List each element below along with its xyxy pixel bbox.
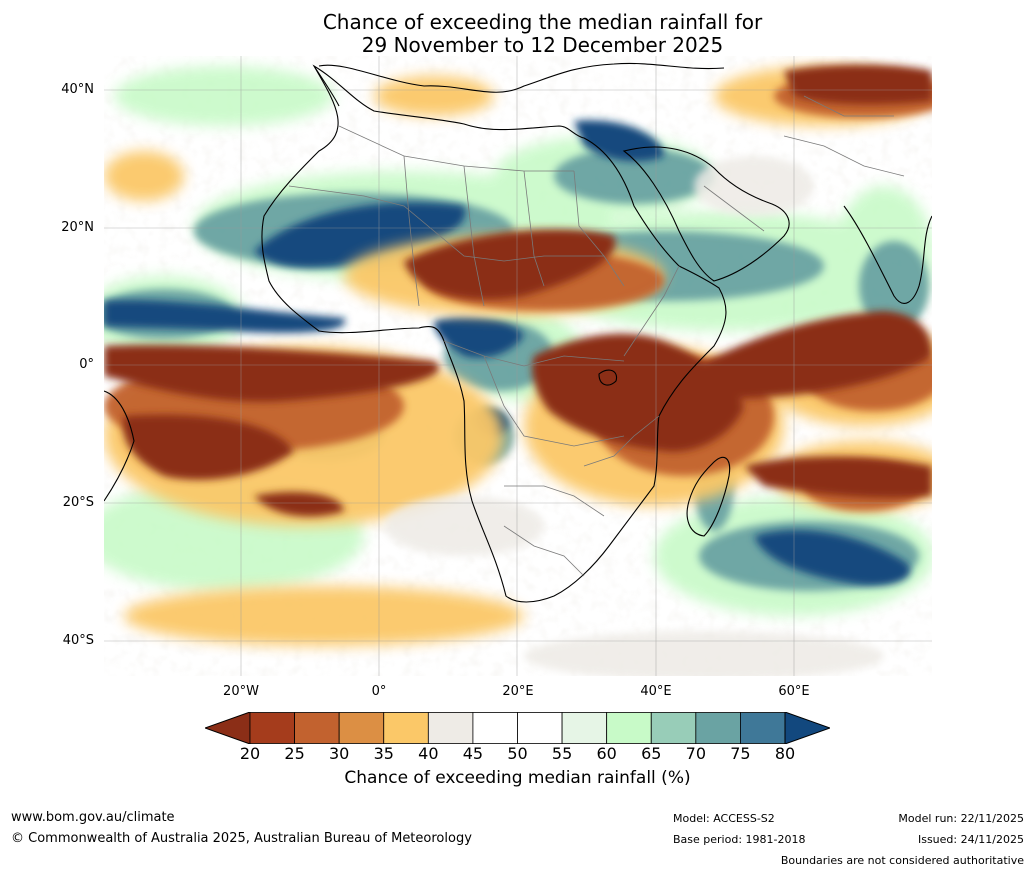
latitude-label-20n: 20°N [61, 220, 94, 235]
boundaries-disclaimer: Boundaries are not considered authoritat… [780, 854, 1024, 867]
colorbar-segment [561, 712, 608, 744]
colorbar-tick-label: 50 [507, 744, 528, 763]
colorbar-segment [294, 712, 340, 744]
colorbar-tick-label: 20 [239, 744, 261, 763]
colorbar-segment [427, 712, 474, 744]
copyright-notice: © Commonwealth of Australia 2025, Austra… [11, 831, 472, 846]
colorbar-tick-label: 30 [328, 744, 350, 763]
map-title-line-2: 29 November to 12 December 2025 [361, 33, 724, 57]
model-run-date: Model run: 22/11/2025 [898, 812, 1024, 825]
latitude-label-0: 0° [79, 357, 94, 372]
colorbar-graphic [203, 711, 832, 745]
model-name: Model: ACCESS-S2 [673, 812, 775, 825]
colorbar-tick-label: 25 [284, 744, 305, 763]
longitude-label-0: 0° [371, 684, 387, 699]
latitude-label-40s: 40°S [62, 633, 94, 648]
issued-date: Issued: 24/11/2025 [917, 833, 1024, 846]
longitude-label-60e: 60°E [778, 684, 810, 699]
country-borders [288, 95, 905, 577]
base-period: Base period: 1981-2018 [673, 833, 806, 846]
map-canvas [104, 56, 932, 676]
colorbar-segment [606, 712, 652, 744]
rainfall-fields [104, 64, 932, 676]
coastlines [104, 62, 932, 603]
colorbar-tick-label: 75 [730, 744, 751, 763]
map-title-line-1: Chance of exceeding the median rainfall … [322, 10, 763, 34]
colorbar-segment [249, 712, 295, 744]
latitude-label-40n: 40°N [61, 82, 94, 97]
colorbar-segment [383, 712, 429, 744]
colorbar-arrow-high [784, 711, 832, 745]
colorbar-arrow-low [203, 711, 251, 745]
colorbar-label: Chance of exceeding median rainfall (%) [344, 768, 691, 788]
colorbar-tick-label: 55 [551, 744, 573, 763]
colorbar-segment [650, 712, 697, 744]
latitude-label-20s: 20°S [62, 495, 94, 510]
colorbar [203, 711, 832, 745]
colorbar-segment [472, 712, 518, 744]
rainfall-probability-map [104, 56, 932, 676]
colorbar-segment [338, 712, 385, 744]
colorbar-segment [740, 712, 786, 744]
colorbar-segment [695, 712, 741, 744]
colorbar-tick-label: 40 [418, 744, 439, 763]
longitude-label-40e: 40°E [640, 684, 672, 699]
map-graticule [104, 56, 932, 676]
colorbar-tick-label: 60 [596, 744, 617, 763]
colorbar-tick-label: 80 [774, 744, 796, 763]
colorbar-tick-label: 70 [685, 744, 706, 763]
website-link[interactable]: www.bom.gov.au/climate [11, 810, 175, 825]
colorbar-tick-label: 45 [462, 744, 484, 763]
longitude-label-20e: 20°E [502, 684, 534, 699]
colorbar-tick-label: 65 [641, 744, 662, 763]
colorbar-tick-label: 35 [373, 744, 394, 763]
colorbar-segment [517, 712, 563, 744]
longitude-label-20w: 20°W [223, 684, 259, 699]
